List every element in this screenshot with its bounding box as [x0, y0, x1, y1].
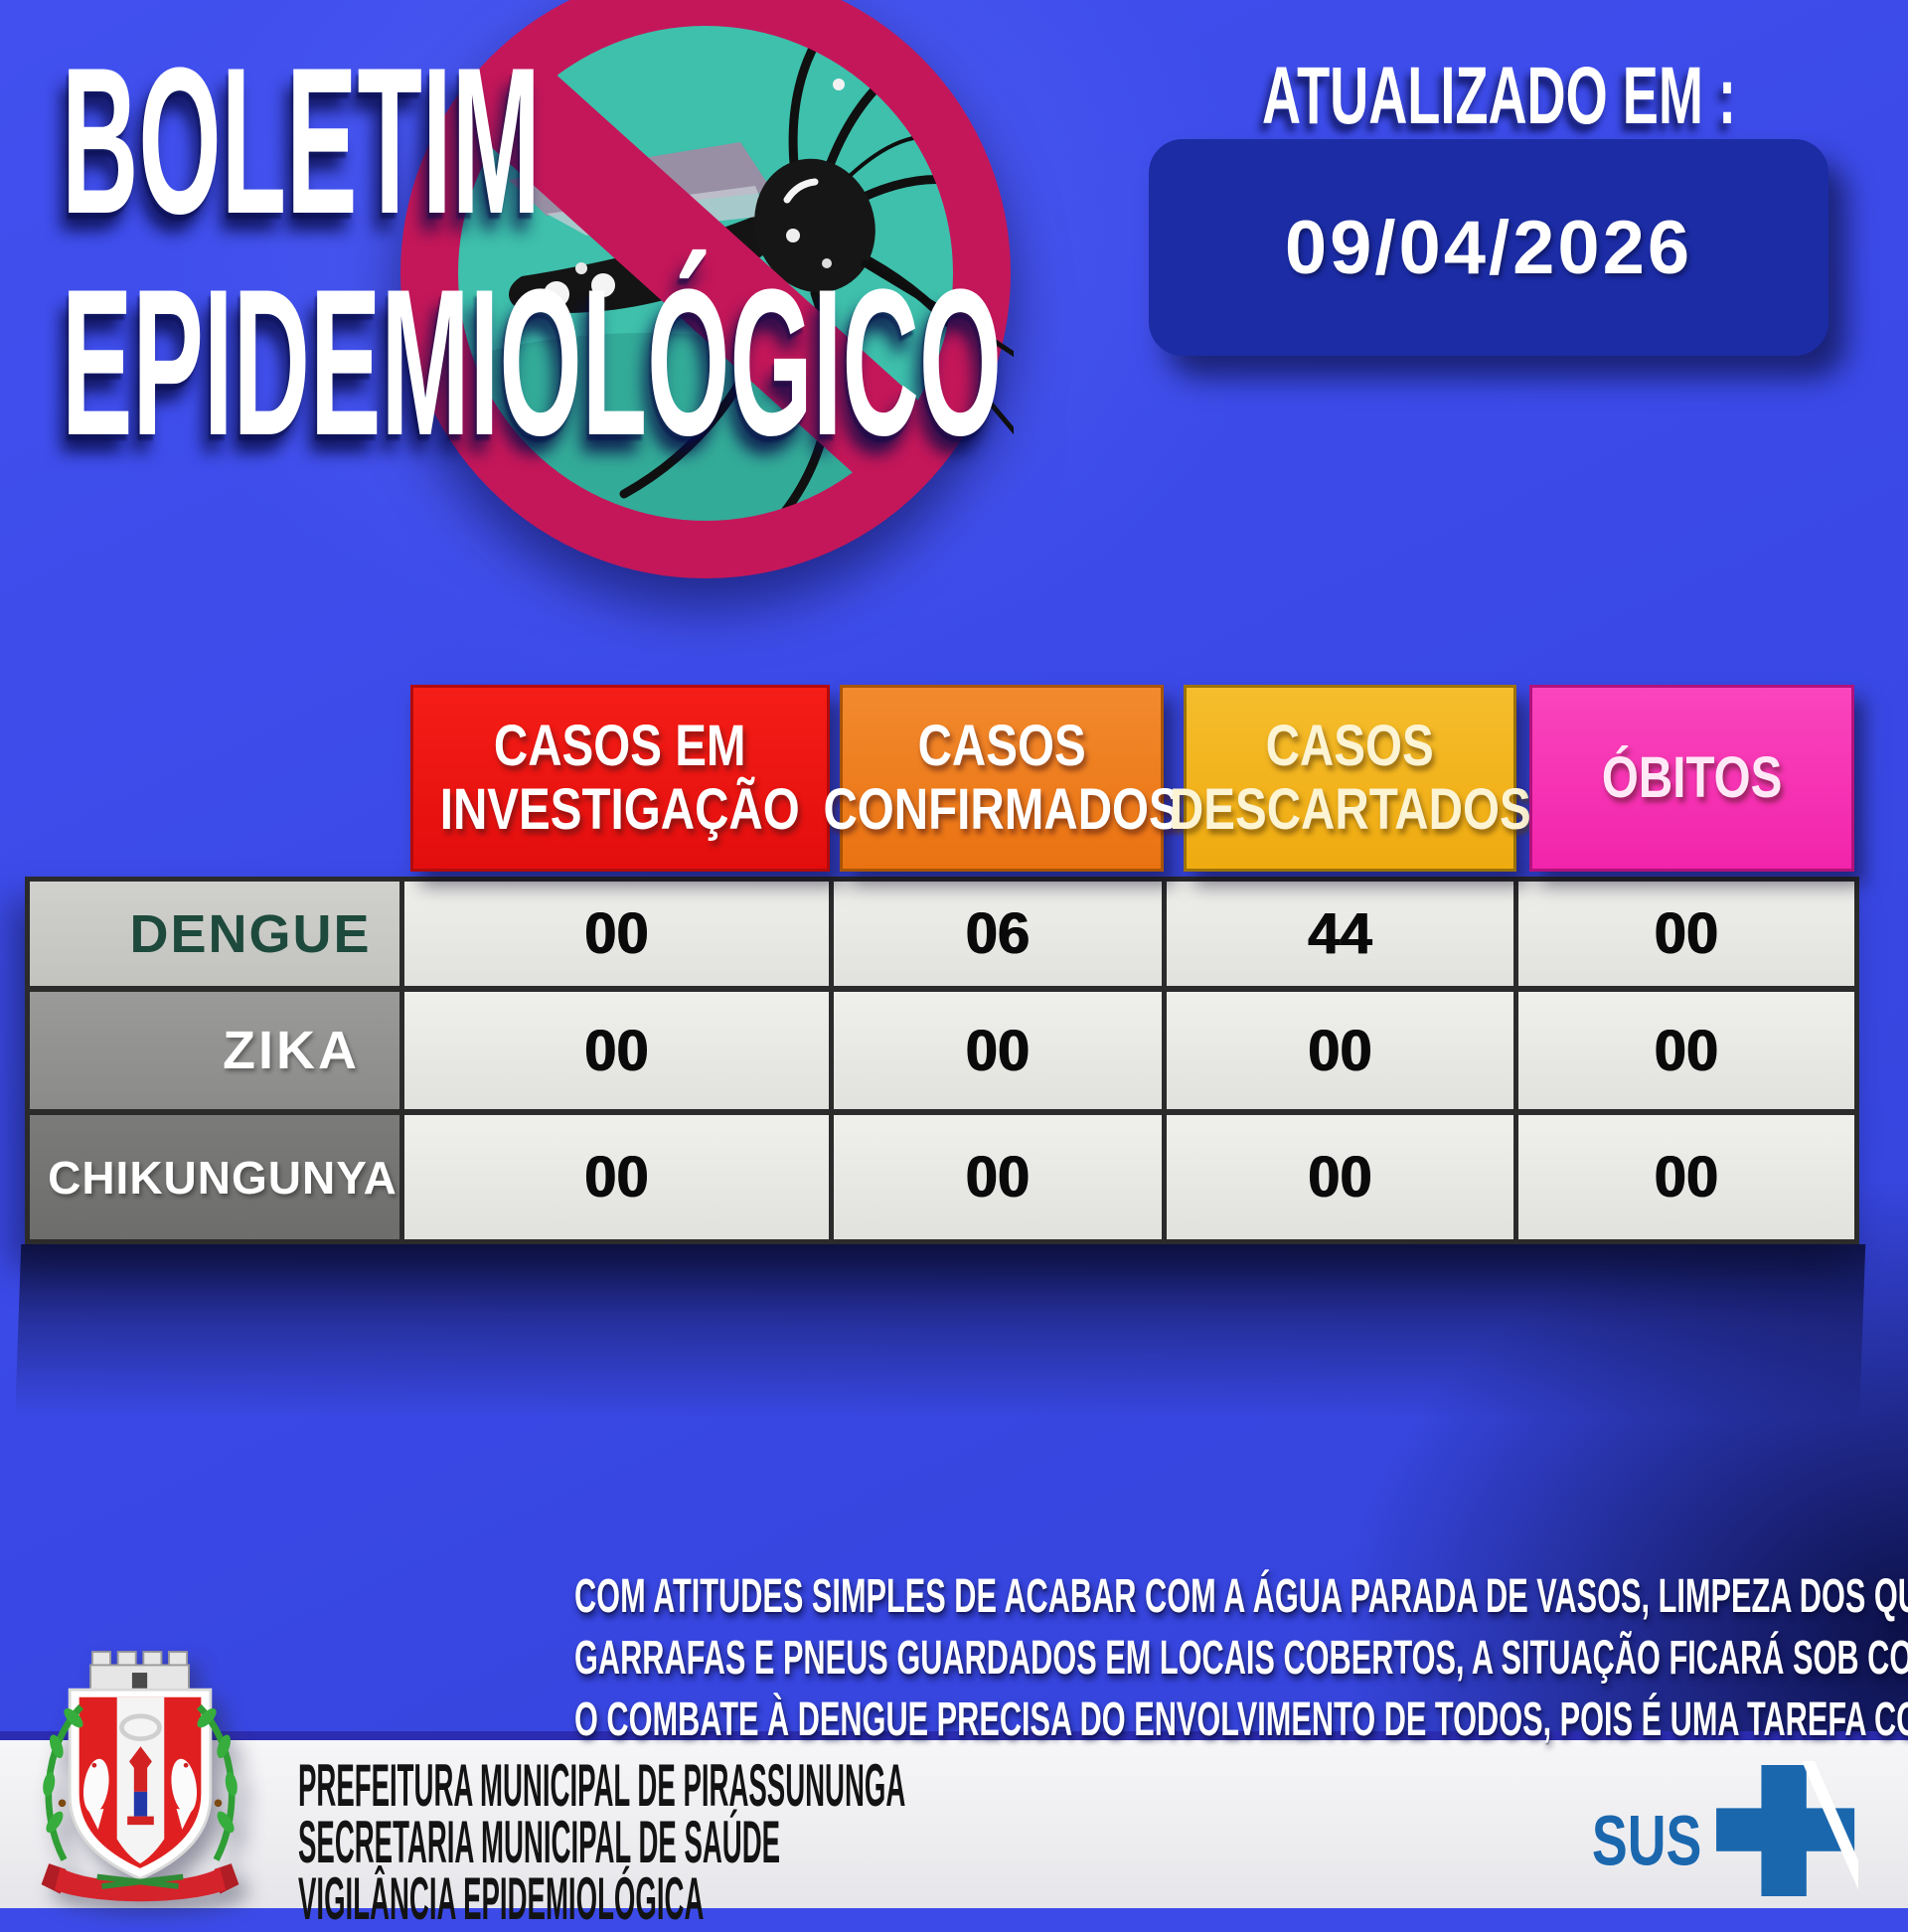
footer-org-line: SECRETARIA MUNICIPAL DE SAÚDE: [298, 1809, 781, 1875]
cell-dengue-descartados: 44: [1167, 882, 1513, 986]
column-header-casos-investigacao: CASOS EM INVESTIGAÇÃO: [410, 685, 830, 872]
row-label-text: ZIKA: [223, 1021, 360, 1080]
cell-dengue-confirmados: 06: [834, 882, 1162, 986]
column-header-text: CONFIRMADOS: [823, 777, 1181, 842]
updated-label: ATUALIZADO EM :: [1262, 51, 1736, 141]
no-mosquito-icon: [400, 0, 1014, 578]
page-title-line2: EPIDEMIOLÓGICO: [62, 245, 1003, 479]
footer-org-line: PREFEITURA MUNICIPAL DE PIRASSUNUNGA: [298, 1752, 906, 1819]
column-header-text: CASOS EM: [494, 714, 746, 778]
page-title-line1: BOLETIM: [62, 24, 541, 257]
page-title: BOLETIM EPIDEMIOLÓGICO: [62, 30, 1905, 473]
sus-cross-icon: [1716, 1761, 1858, 1897]
footer-org-line: VIGILÂNCIA EPIDEMIOLÓGICA: [298, 1865, 705, 1932]
cell-chikungunya-confirmados: 00: [834, 1115, 1162, 1239]
column-header-casos-descartados: CASOS DESCARTADOS: [1170, 685, 1530, 872]
cell-chikungunya-investigacao: 00: [404, 1115, 829, 1239]
column-header-text: ÓBITOS: [1601, 745, 1783, 810]
cell-zika-investigacao: 00: [404, 992, 829, 1109]
column-header-casos-confirmados: CASOS CONFIRMADOS: [823, 685, 1181, 872]
row-label-chikungunya: CHIKUNGUNYA: [30, 1115, 399, 1239]
row-label-text: DENGUE: [129, 903, 372, 964]
footer-organization: PREFEITURA MUNICIPAL DE PIRASSUNUNGA SEC…: [298, 1752, 1619, 1932]
cell-chikungunya-descartados: 00: [1167, 1115, 1513, 1239]
updated-date-box: 09/04/2026: [1149, 139, 1828, 356]
updated-date: 09/04/2026: [1284, 205, 1693, 290]
cell-dengue-investigacao: 00: [404, 882, 829, 986]
sus-logo: SUS: [1592, 1761, 1858, 1897]
cell-chikungunya-obitos: 00: [1518, 1115, 1854, 1239]
column-header-text: CASOS: [917, 714, 1086, 778]
cell-zika-descartados: 00: [1167, 992, 1513, 1109]
row-label-zika: ZIKA: [30, 992, 399, 1109]
cases-table: DENGUE 00 06 44 00 ZIKA 00 00 00 00 CHIK…: [25, 877, 1859, 1244]
footer-white-band: [0, 1740, 1908, 1908]
column-header-text: CASOS: [1265, 714, 1435, 778]
sus-logo-text: SUS: [1592, 1803, 1701, 1881]
table-drop-shadow: [14, 1244, 1866, 1428]
footer-divider-line: [0, 1731, 1908, 1740]
prevention-message: COM ATITUDES SIMPLES DE ACABAR COM A ÁGU…: [333, 1566, 1908, 1751]
coat-of-arms-icon: [41, 1651, 239, 1902]
cell-zika-confirmados: 00: [834, 992, 1162, 1109]
row-label-text: CHIKUNGUNYA: [48, 1151, 398, 1204]
prevention-message-line: GARRAFAS E PNEUS GUARDADOS EM LOCAIS COB…: [574, 1632, 1908, 1685]
row-label-dengue: DENGUE: [30, 882, 399, 986]
column-header-text: INVESTIGAÇÃO: [439, 777, 801, 842]
cell-zika-obitos: 00: [1518, 992, 1854, 1109]
cell-dengue-obitos: 00: [1518, 882, 1854, 986]
prevention-message-line: COM ATITUDES SIMPLES DE ACABAR COM A ÁGU…: [574, 1570, 1908, 1623]
column-header-text: DESCARTADOS: [1169, 777, 1531, 842]
column-header-obitos: ÓBITOS: [1529, 685, 1854, 872]
prevention-message-line: O COMBATE À DENGUE PRECISA DO ENVOLVIMEN…: [574, 1693, 1908, 1746]
